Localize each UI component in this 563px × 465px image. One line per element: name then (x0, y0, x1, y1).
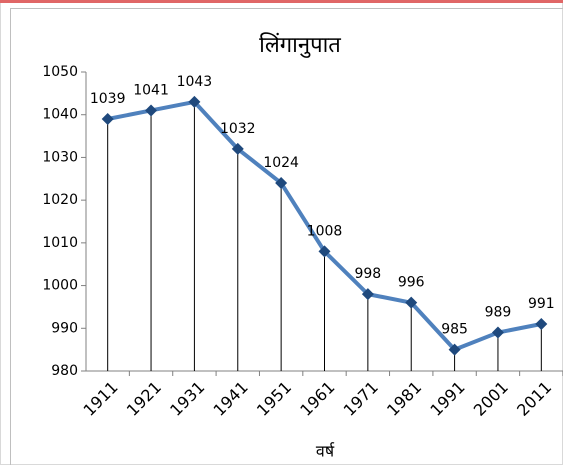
data-label: 1041 (133, 82, 169, 98)
y-tick-label: 1040 (42, 107, 78, 123)
y-tick-label: 1030 (42, 149, 78, 165)
y-tick-label: 1050 (42, 64, 78, 80)
chart-area (10, 8, 563, 465)
marker (448, 343, 461, 356)
y-tick-label: 990 (51, 320, 78, 336)
data-label: 1032 (220, 121, 256, 137)
data-label: 1043 (177, 74, 213, 90)
marker (145, 104, 158, 117)
marker (318, 245, 331, 258)
data-label: 991 (528, 296, 555, 312)
data-label: 1039 (90, 91, 126, 107)
data-label: 985 (441, 322, 468, 338)
marker (361, 288, 374, 301)
marker (405, 296, 418, 309)
marker (535, 318, 548, 331)
chart-title: लिंगानुपात (259, 32, 341, 58)
y-tick-label: 1020 (42, 192, 78, 208)
y-tick-label: 980 (51, 363, 78, 379)
y-tick-label: 1010 (42, 235, 78, 251)
marker (491, 326, 504, 339)
data-label: 998 (354, 266, 381, 282)
y-tick-label: 1000 (42, 278, 78, 294)
data-label: 1008 (307, 223, 343, 239)
x-axis-label: वर्ष (316, 442, 335, 461)
marker (275, 177, 288, 190)
marker (101, 112, 114, 125)
marker (188, 95, 201, 108)
data-label: 1024 (263, 155, 299, 171)
marker (231, 142, 244, 155)
data-label: 989 (485, 305, 512, 321)
data-label: 996 (398, 275, 425, 291)
